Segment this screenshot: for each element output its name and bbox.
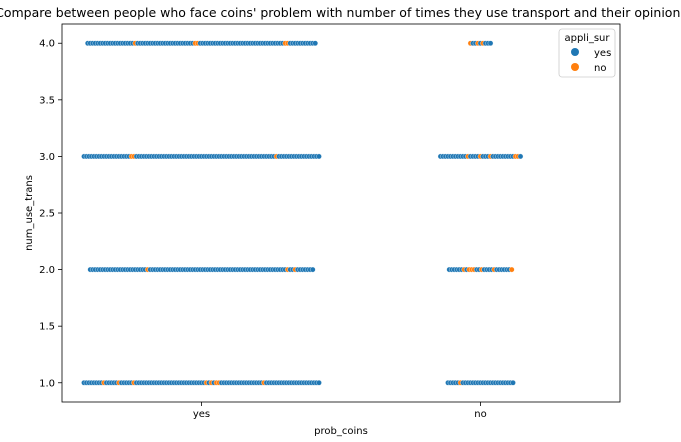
data-point-yes xyxy=(510,379,516,386)
data-points xyxy=(81,40,524,386)
legend-label-yes: yes xyxy=(594,48,611,59)
x-axis: yes no xyxy=(193,402,487,420)
legend-marker-yes xyxy=(571,48,579,56)
chart-title: Compare between people who face coins' p… xyxy=(0,5,681,20)
x-tick-label: no xyxy=(474,409,486,420)
y-axis-label: num_use_trans xyxy=(24,175,35,251)
y-tick-label: 4.0 xyxy=(39,39,55,50)
x-tick-label: yes xyxy=(193,409,210,420)
data-point-yes xyxy=(487,40,494,47)
y-tick-label: 3.5 xyxy=(39,95,55,106)
y-tick-label: 2.0 xyxy=(39,265,55,276)
plot-area-frame xyxy=(61,23,621,403)
data-point-no xyxy=(508,266,515,273)
x-axis-label: prob_coins xyxy=(314,426,368,437)
data-point-yes xyxy=(309,266,316,273)
legend-title: appli_sur xyxy=(564,33,610,44)
legend-label-no: no xyxy=(594,63,606,74)
data-point-yes xyxy=(316,379,322,386)
legend-marker-no xyxy=(571,63,579,71)
y-tick-label: 2.5 xyxy=(39,209,55,220)
y-axis: 1.0 1.5 2.0 2.5 3.0 3.5 4.0 xyxy=(39,39,62,389)
data-point-yes xyxy=(312,40,319,47)
legend: appli_sur yes no xyxy=(558,28,616,78)
data-point-yes xyxy=(316,153,322,160)
data-point-yes xyxy=(517,153,524,160)
legend-entries: yes no xyxy=(571,48,611,74)
y-tick-label: 3.0 xyxy=(39,152,55,163)
y-tick-label: 1.5 xyxy=(39,322,55,333)
y-tick-label: 1.0 xyxy=(39,378,55,389)
